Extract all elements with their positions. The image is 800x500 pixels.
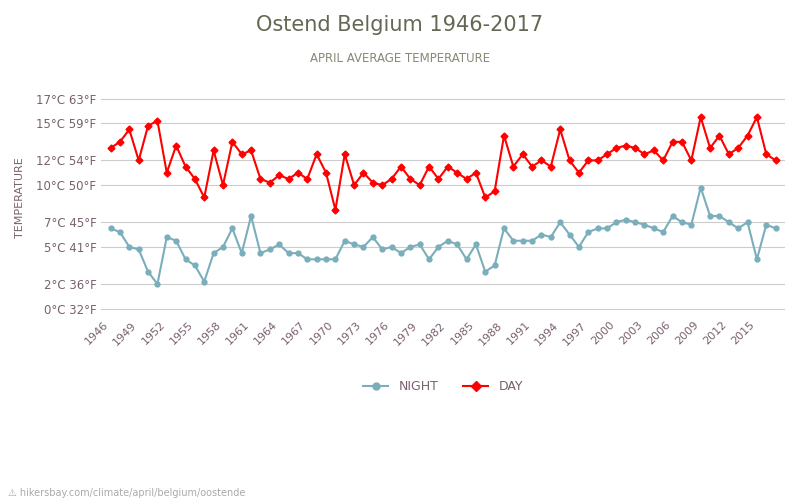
NIGHT — [696, 184, 706, 190]
NIGHT — [340, 238, 350, 244]
DAY — [696, 114, 706, 120]
Text: ⚠ hikersbay.com/climate/april/belgium/oostende: ⚠ hikersbay.com/climate/april/belgium/oo… — [8, 488, 246, 498]
Text: Ostend Belgium 1946-2017: Ostend Belgium 1946-2017 — [257, 15, 543, 35]
DAY — [771, 158, 781, 164]
NIGHT — [734, 226, 743, 232]
DAY — [199, 194, 209, 200]
Line: DAY: DAY — [108, 114, 778, 212]
DAY — [565, 158, 574, 164]
NIGHT — [153, 281, 162, 287]
DAY — [490, 188, 499, 194]
DAY — [106, 145, 115, 151]
NIGHT — [209, 250, 218, 256]
NIGHT — [537, 232, 546, 237]
Line: NIGHT: NIGHT — [108, 185, 778, 286]
NIGHT — [565, 232, 574, 237]
Y-axis label: TEMPERATURE: TEMPERATURE — [15, 157, 25, 238]
DAY — [537, 158, 546, 164]
NIGHT — [771, 226, 781, 232]
NIGHT — [106, 226, 115, 232]
DAY — [330, 207, 340, 213]
Text: APRIL AVERAGE TEMPERATURE: APRIL AVERAGE TEMPERATURE — [310, 52, 490, 66]
DAY — [734, 145, 743, 151]
Legend: NIGHT, DAY: NIGHT, DAY — [358, 375, 528, 398]
DAY — [340, 151, 350, 157]
NIGHT — [490, 262, 499, 268]
